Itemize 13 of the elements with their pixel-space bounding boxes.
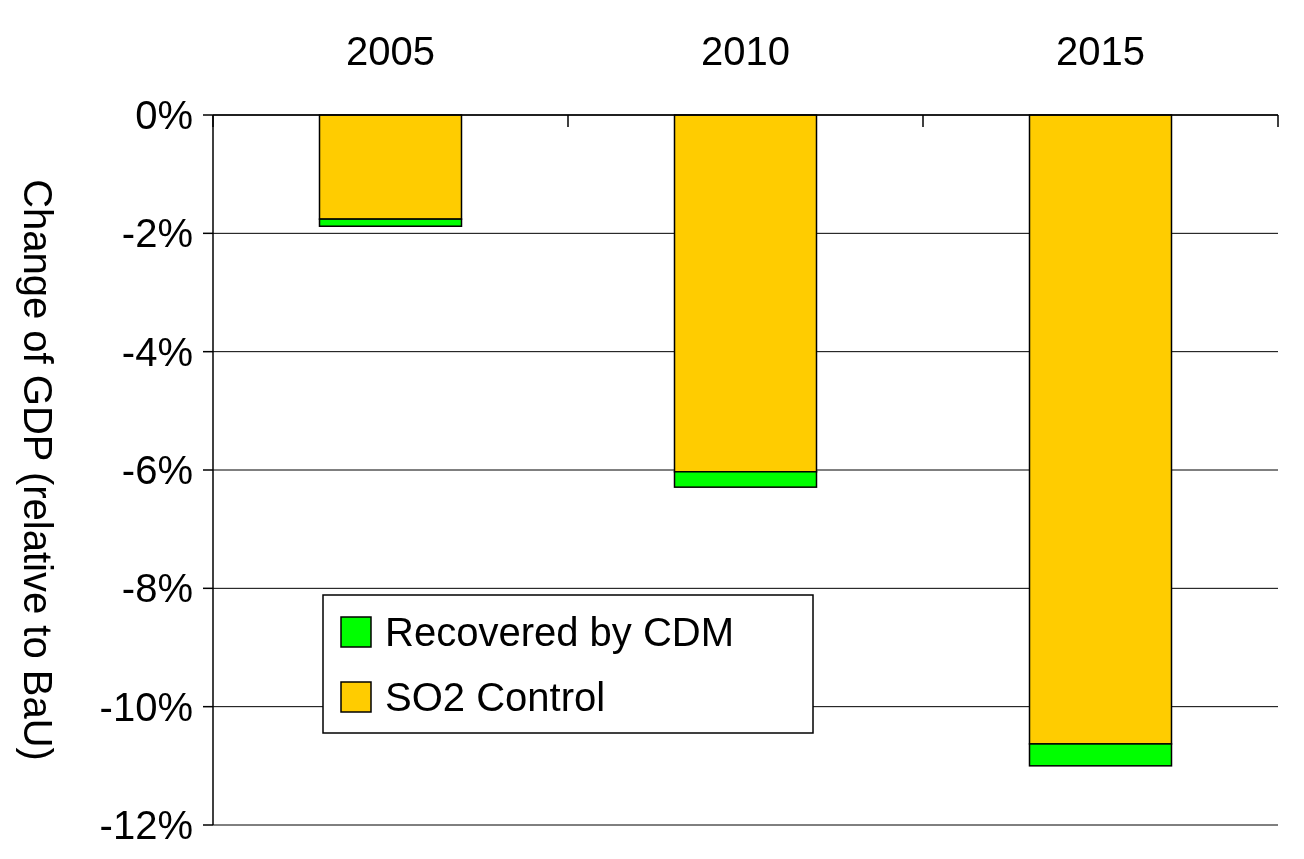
y-axis-title: Change of GDP (relative to BaU) [16,179,60,761]
y-tick-label: -4% [121,329,193,374]
legend-label: Recovered by CDM [385,610,735,654]
y-tick-label: -10% [99,684,193,729]
x-tick-label: 2005 [346,29,435,73]
y-tick-label: -12% [99,803,193,847]
legend-label: SO2 Control [385,675,606,719]
y-tick-label: -2% [121,211,193,256]
x-tick-label: 2015 [1056,29,1145,73]
x-tick-label: 2010 [701,29,790,73]
y-tick-label: 0% [135,93,193,137]
y-tick-label: -8% [121,566,193,611]
y-tick-label: -6% [121,448,193,492]
